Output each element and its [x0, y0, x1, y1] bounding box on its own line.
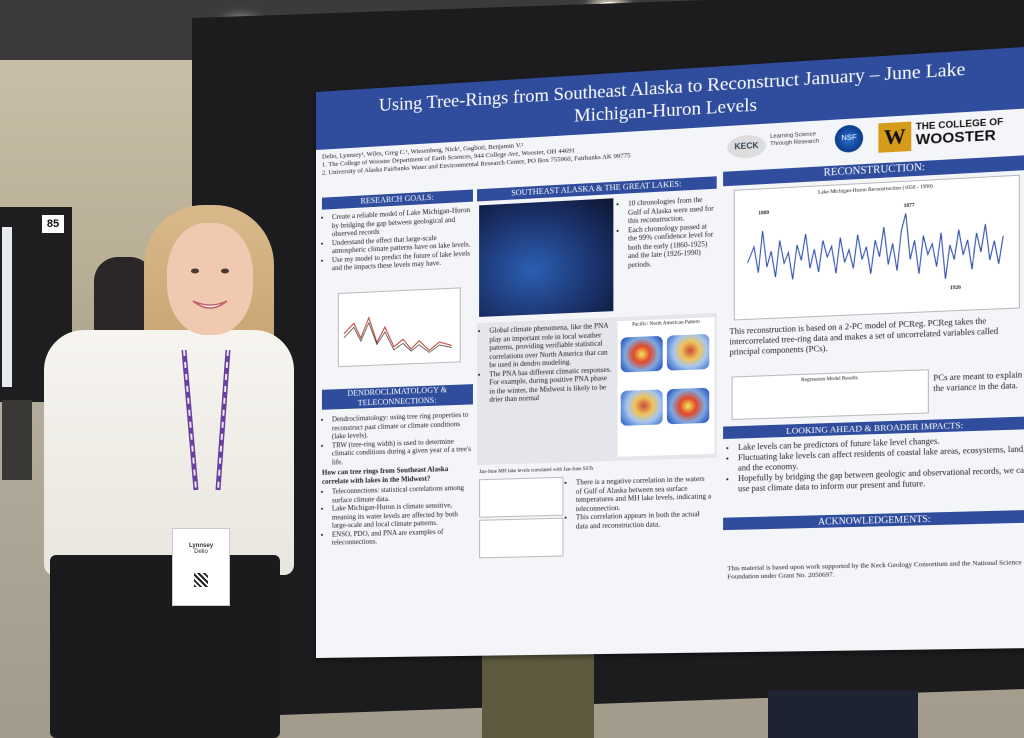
reconstruction-text: This reconstruction is based on a 2-PC m…: [729, 315, 1024, 358]
acknowledgements-text: This material is based upon work support…: [727, 559, 1024, 582]
lsr-logo: Learning Science Through Research: [770, 130, 833, 148]
list-item: TRW (tree-ring width) is used to determi…: [332, 436, 473, 466]
pna-map: [621, 389, 663, 425]
keck-logo: KECK: [727, 134, 765, 159]
pna-maps: Pacific/ North American Pattern: [618, 317, 715, 457]
pna-map: [621, 336, 663, 373]
neighbor-poster: [2, 227, 12, 387]
chart-annotation: 1926: [950, 285, 961, 294]
climate-text: Global climate phenomena, like the PNA p…: [479, 321, 613, 404]
list-item: The PNA has different climatic responses…: [489, 365, 613, 404]
lake-level-graph: [338, 287, 461, 367]
badge-last-name: Delio: [173, 549, 229, 555]
board-number: 85: [42, 215, 64, 233]
presenter-sweater: [44, 330, 294, 575]
corr-caption: Jan-June MH lake levels correlated with …: [479, 464, 645, 478]
looking-ahead-text: Lake levels can be predictors of future …: [727, 433, 1024, 494]
list-item: There is a negative correlation in the w…: [576, 475, 713, 514]
research-goals-text: Create a reliable model of Lake Michigan…: [322, 206, 473, 274]
regression-table: Regression Model Results: [732, 369, 929, 420]
qr-code-icon: [194, 573, 208, 587]
background-person: [2, 400, 32, 480]
lanyard: [178, 350, 234, 500]
chart-annotation: 1880: [758, 210, 769, 219]
list-item: ENSO, PDO, and PNA are examples of telec…: [332, 527, 473, 548]
chart-annotation: 1877: [904, 202, 915, 212]
name-badge: Lynnsey Delio: [172, 528, 230, 606]
research-poster: Using Tree-Rings from Southeast Alaska t…: [316, 46, 1024, 658]
section-header: DENDROCLIMATOLOGY & TELECONNECTIONS:: [322, 384, 473, 410]
correlation-map: [479, 477, 563, 518]
presenter-features: [167, 223, 253, 335]
list-item: This correlation appears in both the act…: [576, 510, 713, 531]
lake-level-graph-svg: [339, 288, 460, 366]
reconstruction-chart: Lake Michigan-Huron Reconstruction (1650…: [734, 175, 1020, 321]
pcs-text: PCs are meant to explain the variance in…: [933, 370, 1024, 395]
pna-map: [667, 334, 709, 371]
wooster-logo-mark: W: [878, 122, 911, 153]
dendro-question: How can tree rings from Southeast Alaska…: [322, 464, 473, 486]
nsf-logo: NSF: [835, 124, 863, 153]
list-item: Lake Michigan-Huron is climate sensitive…: [332, 501, 473, 530]
satellite-image: [479, 198, 613, 317]
se-alaska-text: 10 chronologies from the Gulf of Alaska …: [618, 195, 715, 270]
pna-caption: Pacific/ North American Pattern: [620, 318, 713, 331]
correlation-text: There is a negative correlation in the w…: [566, 475, 713, 531]
correlation-map: [479, 518, 563, 559]
list-item: Each chronology passed at the 99% confid…: [628, 221, 715, 269]
presenter-pants: [50, 555, 280, 738]
pna-map: [667, 388, 709, 425]
table-title: Regression Model Results: [733, 372, 928, 388]
dendro-text: Dendroclimatology: using tree ring prope…: [322, 410, 473, 547]
presenter-face: [167, 223, 253, 335]
section-header: ACKNOWLEDGEMENTS:: [723, 510, 1024, 530]
wooster-logo-text: THE COLLEGE OF WOOSTER: [916, 114, 1024, 147]
person-feet: [768, 690, 918, 738]
list-item: Global climate phenomena, like the PNA p…: [489, 321, 613, 369]
